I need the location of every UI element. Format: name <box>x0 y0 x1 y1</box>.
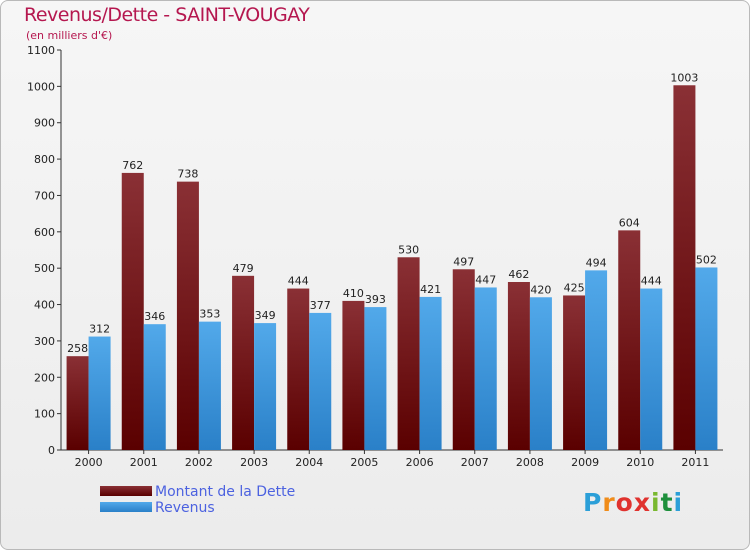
data-label-revenus: 346 <box>144 310 165 323</box>
data-label-dette: 497 <box>453 255 474 268</box>
bar-revenus <box>309 312 332 450</box>
logo-letter: x <box>633 488 651 517</box>
bar-revenus <box>640 288 663 450</box>
logo-letter: o <box>615 488 634 517</box>
bar-revenus <box>585 270 608 450</box>
data-label-dette: 444 <box>288 275 309 288</box>
y-tick-label: 500 <box>34 262 55 275</box>
data-label-dette: 425 <box>564 281 585 294</box>
bar-revenus <box>364 307 387 450</box>
bar-revenus <box>198 321 221 450</box>
data-label-revenus: 421 <box>420 283 441 296</box>
data-label-dette: 462 <box>508 268 529 281</box>
y-tick-label: 400 <box>34 299 55 312</box>
data-label-dette: 530 <box>398 243 419 256</box>
data-label-revenus: 420 <box>530 283 551 296</box>
x-tick-label: 2003 <box>240 456 268 469</box>
legend-label-revenus: Revenus <box>155 500 215 516</box>
x-tick-label: 2007 <box>461 456 489 469</box>
bar-revenus <box>529 297 552 450</box>
x-tick-label: 2001 <box>130 456 158 469</box>
bar-revenus <box>254 323 277 450</box>
data-label-revenus: 447 <box>475 273 496 286</box>
data-label-revenus: 353 <box>199 308 220 321</box>
data-label-revenus: 393 <box>365 293 386 306</box>
bar-dette <box>563 295 586 450</box>
y-tick-label: 1100 <box>27 44 55 57</box>
bar-dette <box>287 288 310 450</box>
data-label-dette: 410 <box>343 287 364 300</box>
data-label-dette: 258 <box>67 342 88 355</box>
logo-letter: P <box>583 488 603 517</box>
bar-dette <box>618 230 641 450</box>
bar-dette <box>176 181 199 451</box>
y-tick-label: 1000 <box>27 80 55 93</box>
logo-letter: i <box>673 488 684 517</box>
y-tick-label: 0 <box>48 444 55 457</box>
data-label-revenus: 502 <box>696 253 717 266</box>
data-label-revenus: 377 <box>310 299 331 312</box>
data-label-revenus: 444 <box>641 275 662 288</box>
data-label-dette: 1003 <box>670 71 698 84</box>
bar-revenus <box>474 287 497 450</box>
data-label-dette: 604 <box>619 216 640 229</box>
y-tick-label: 100 <box>34 408 55 421</box>
bar-dette <box>397 257 420 450</box>
x-tick-label: 2008 <box>516 456 544 469</box>
logo-letter: i <box>651 488 661 517</box>
data-label-dette: 479 <box>233 262 254 275</box>
x-tick-label: 2004 <box>295 456 323 469</box>
x-tick-label: 2002 <box>185 456 213 469</box>
legend-swatch-revenus <box>100 502 152 512</box>
proxiti-logo: Proxiti <box>583 488 683 517</box>
bar-dette <box>673 85 696 450</box>
data-label-revenus: 349 <box>255 309 276 322</box>
bars-group <box>66 85 718 451</box>
bar-dette <box>66 356 89 450</box>
y-tick-label: 600 <box>34 226 55 239</box>
data-label-dette: 762 <box>122 159 143 172</box>
legend-label-dette: Montant de la Dette <box>155 484 296 500</box>
x-tick-label: 2005 <box>350 456 378 469</box>
bar-revenus <box>419 296 442 450</box>
data-label-dette: 738 <box>177 168 198 181</box>
x-tick-label: 2000 <box>75 456 103 469</box>
x-tick-label: 2006 <box>406 456 434 469</box>
bar-revenus <box>143 324 166 450</box>
y-tick-label: 700 <box>34 189 55 202</box>
bar-revenus <box>695 267 718 450</box>
data-label-revenus: 494 <box>586 256 607 269</box>
bar-dette <box>452 269 475 450</box>
y-tick-label: 300 <box>34 335 55 348</box>
y-tick-label: 900 <box>34 117 55 130</box>
axes: 0 100 200 300 400 500 600 700 800 900 1000 1100 2000… <box>27 44 723 469</box>
bar-revenus <box>88 336 111 450</box>
x-tick-label: 2010 <box>626 456 654 469</box>
logo-letter: r <box>602 488 616 517</box>
x-tick-label: 2009 <box>571 456 599 469</box>
logo-letter: t <box>660 488 674 517</box>
bar-dette <box>232 275 255 450</box>
chart-title: Revenus/Dette - SAINT-VOUGAY <box>24 4 310 26</box>
x-tick-label: 2011 <box>681 456 709 469</box>
bar-dette <box>121 172 144 450</box>
chart-subtitle: (en milliers d'€) <box>26 29 113 42</box>
legend-swatch-dette <box>100 486 152 496</box>
y-tick-label: 800 <box>34 153 55 166</box>
bar-dette <box>507 282 530 450</box>
y-tick-label: 200 <box>34 371 55 384</box>
data-label-revenus: 312 <box>89 323 110 336</box>
bar-dette <box>342 300 365 450</box>
